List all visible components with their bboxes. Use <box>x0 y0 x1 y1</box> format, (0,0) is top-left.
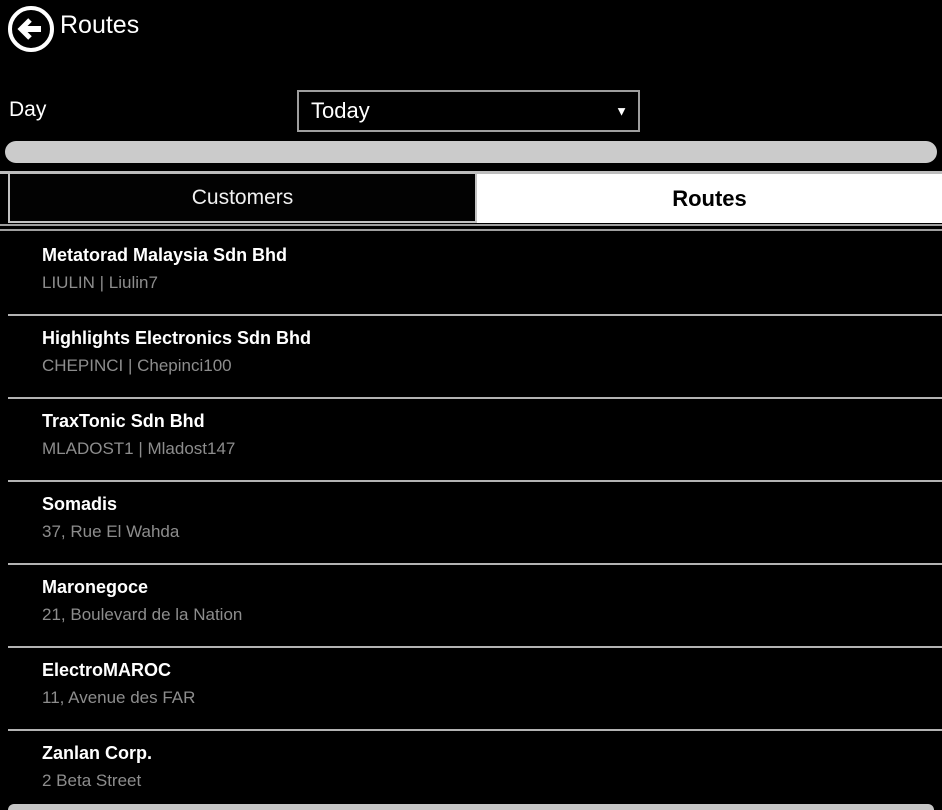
day-label: Day <box>9 98 47 121</box>
customer-name: TraxTonic Sdn Bhd <box>42 411 205 431</box>
horizontal-scrollbar[interactable] <box>5 141 937 163</box>
tab-routes[interactable]: Routes <box>477 174 942 223</box>
customer-detail: 21, Boulevard de la Nation <box>42 605 243 624</box>
customer-list-item[interactable]: TraxTonic Sdn Bhd MLADOST1 | Mladost147 <box>0 397 942 480</box>
customer-detail: MLADOST1 | Mladost147 <box>42 439 236 458</box>
customer-list-item[interactable]: Zanlan Corp. 2 Beta Street <box>0 729 942 810</box>
customer-name: Zanlan Corp. <box>42 743 153 763</box>
bottom-scrollbar[interactable] <box>8 804 934 810</box>
page-title: Routes <box>60 10 140 39</box>
customer-list-item[interactable]: ElectroMAROC 11, Avenue des FAR <box>0 646 942 729</box>
caret-down-icon: ▼ <box>615 103 628 119</box>
day-filter-row: Day Today ▼ <box>0 90 942 132</box>
customer-list-item[interactable]: Somadis 37, Rue El Wahda <box>0 480 942 563</box>
arrow-left-circle-icon <box>4 4 56 56</box>
customer-detail: CHEPINCI | Chepinci100 <box>42 356 232 375</box>
tab-bar: Customers Routes <box>0 171 942 223</box>
customer-detail: LIULIN | Liulin7 <box>42 273 158 292</box>
customer-name: Highlights Electronics Sdn Bhd <box>42 328 312 348</box>
tab-customers[interactable]: Customers <box>8 174 477 223</box>
day-select-value: Today <box>311 98 370 123</box>
customer-detail: 11, Avenue des FAR <box>42 688 196 707</box>
customer-detail: 2 Beta Street <box>42 771 142 790</box>
tab-routes-label: Routes <box>672 185 747 211</box>
customer-name: Somadis <box>42 494 118 514</box>
customer-list-item[interactable]: Maronegoce 21, Boulevard de la Nation <box>0 563 942 646</box>
customer-name: ElectroMAROC <box>42 660 172 680</box>
tabs-underline <box>0 224 942 231</box>
header: Routes <box>0 0 942 58</box>
customer-list-item[interactable]: Metatorad Malaysia Sdn Bhd LIULIN | Liul… <box>0 231 942 314</box>
customer-name: Maronegoce <box>42 577 149 597</box>
tab-customers-label: Customers <box>191 185 294 209</box>
customer-detail: 37, Rue El Wahda <box>42 522 180 541</box>
customer-list: Metatorad Malaysia Sdn Bhd LIULIN | Liul… <box>0 231 942 810</box>
day-select[interactable]: Today ▼ <box>297 90 640 132</box>
back-button[interactable] <box>4 4 56 56</box>
customer-name: Metatorad Malaysia Sdn Bhd <box>42 245 288 265</box>
customer-list-item[interactable]: Highlights Electronics Sdn Bhd CHEPINCI … <box>0 314 942 397</box>
